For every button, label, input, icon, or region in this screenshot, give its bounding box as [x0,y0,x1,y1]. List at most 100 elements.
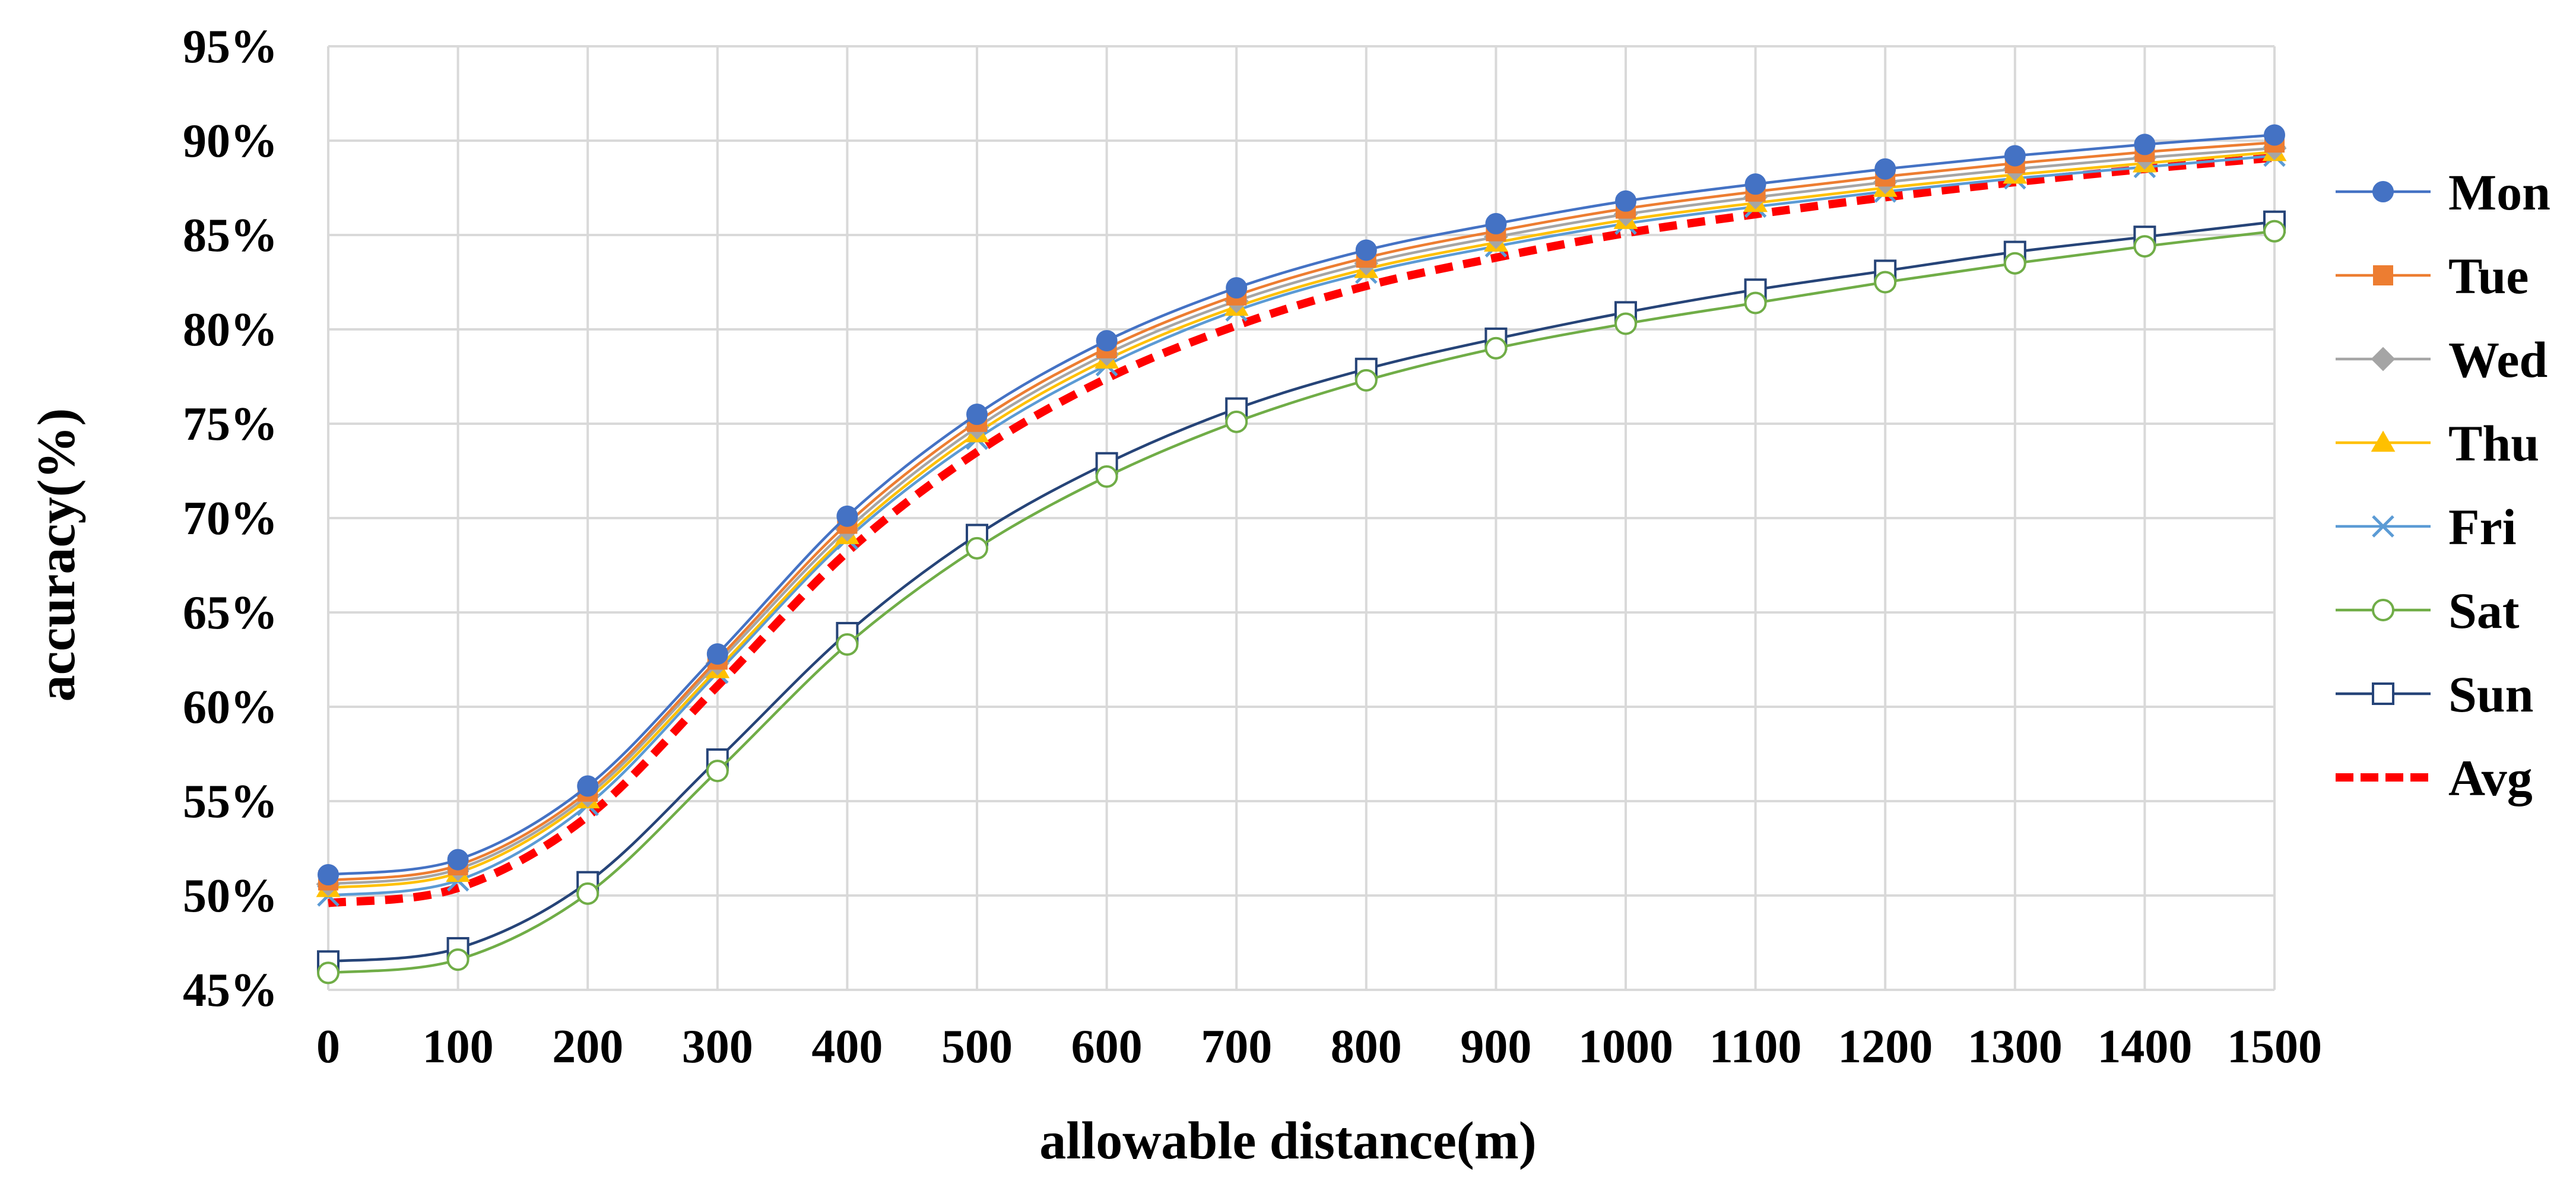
legend-item-wed: Wed [2336,331,2548,388]
data-point [2264,124,2285,146]
data-point [1615,190,1636,212]
series-line [328,150,2275,890]
data-point [1744,291,1767,315]
x-tick-label: 1200 [1838,1021,1933,1073]
y-tick-label: 65% [183,587,278,639]
data-point [836,505,858,527]
x-tick-label: 200 [552,1021,623,1073]
grid [327,45,2276,991]
data-point [1484,336,1508,360]
data-point [1095,465,1118,488]
series-line [328,154,2275,897]
series-line [328,220,2275,963]
series-line [328,147,2275,886]
y-tick-label: 80% [183,304,278,356]
x-tick-label: 600 [1071,1021,1143,1073]
x-tick-label: 300 [682,1021,753,1073]
legend-marker [2372,599,2394,621]
x-axis: 0 100 200 300 400 500 600 700 800 900 1000 1100 1200… [316,1021,2322,1073]
legend-item-sun: Sun [2336,666,2534,723]
legend-item-avg: Avg [2336,750,2533,806]
y-tick-label: 75% [183,398,278,450]
x-tick-label: 0 [316,1021,340,1073]
data-point [1226,277,1248,299]
legend: Mon Tue Wed Thu Fri Sat Sun Avg [2336,164,2550,806]
series-line [328,230,2275,974]
data-point [447,849,469,871]
y-tick-label: 55% [183,776,278,828]
x-tick-label: 800 [1331,1021,1402,1073]
data-point [1096,330,1118,352]
legend-label: Thu [2448,415,2539,472]
legend-label: Sun [2448,666,2534,723]
data-point [1874,271,1897,294]
data-point [706,643,728,665]
series-line [328,153,2275,907]
data-point [317,961,340,985]
legend-marker [2372,682,2394,705]
data-point [318,864,339,886]
legend-marker [2372,515,2394,538]
legend-marker [2371,347,2396,371]
x-tick-label: 1400 [2097,1021,2192,1073]
series-sun [317,210,2286,973]
y-tick-label: 85% [183,209,278,262]
y-tick-label: 50% [183,870,278,922]
data-point [1485,212,1507,234]
legend-label: Mon [2448,164,2550,221]
y-axis: 45% 50% 55% 60% 65% 70% 75% 80% 85% 90% 95% [183,21,278,1017]
x-tick-label: 500 [941,1021,1013,1073]
legend-label: Wed [2448,331,2548,388]
data-point [836,633,859,656]
x-tick-label: 100 [423,1021,494,1073]
data-point [2003,252,2026,275]
y-tick-label: 95% [183,21,278,73]
data-point [2263,220,2286,243]
x-tick-label: 900 [1460,1021,1531,1073]
series-line [328,134,2275,877]
series-mon [318,124,2285,886]
data-point [2133,235,2156,258]
legend-item-thu: Thu [2336,415,2539,472]
y-axis-title: accuracy(%) [27,408,86,702]
legend-label: Sat [2448,582,2520,639]
data-point [1744,173,1766,195]
data-point [2004,145,2026,167]
data-point [446,948,469,971]
data-point [1355,239,1377,261]
legend-item-tue: Tue [2336,247,2529,304]
x-axis-title: allowable distance(m) [1039,1112,1536,1170]
y-tick-label: 90% [183,115,278,167]
x-tick-label: 1000 [1578,1021,1673,1073]
x-tick-label: 1300 [1968,1021,2063,1073]
y-tick-label: 60% [183,681,278,733]
data-point [1354,369,1378,392]
x-tick-label: 1500 [2227,1021,2322,1073]
data-point [577,775,599,797]
y-tick-label: 70% [183,493,278,545]
data-point [1874,158,1896,180]
legend-marker [2372,181,2394,202]
data-point [576,882,599,905]
series-sat [317,220,2286,985]
y-tick-label: 45% [183,964,278,1017]
series-avg [328,153,2275,907]
data-point [2134,134,2156,155]
x-tick-label: 700 [1201,1021,1272,1073]
data-point [706,760,729,783]
legend-label: Tue [2448,247,2529,304]
legend-item-fri: Fri [2336,498,2517,555]
legend-label: Avg [2448,750,2533,806]
series-line [328,141,2275,882]
data-point [1614,312,1637,335]
legend-marker [2373,265,2393,285]
legend-label: Fri [2448,498,2517,555]
series-group [316,124,2287,985]
legend-item-mon: Mon [2336,164,2550,221]
x-tick-label: 1100 [1709,1021,1802,1073]
legend-item-sat: Sat [2336,582,2520,639]
legend-marker [2371,430,2396,452]
data-point [1225,410,1248,433]
data-point [966,536,988,560]
